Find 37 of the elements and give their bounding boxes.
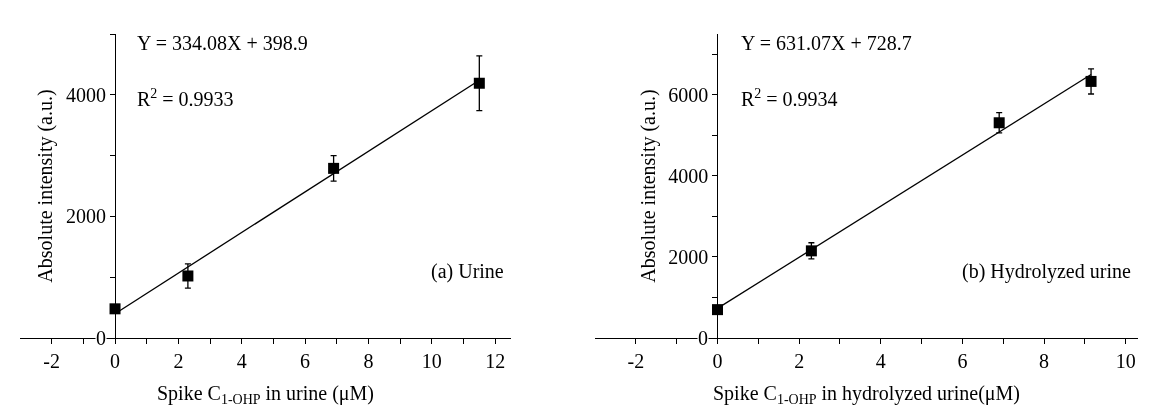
x-tick-label: 8 — [1039, 350, 1050, 373]
x-axis-title: Spike C$_{1-OHP}$ in urine (μM) — [156, 381, 375, 407]
x-tick-label: -2 — [627, 350, 645, 373]
annotation: (a) Urine — [431, 260, 504, 283]
x-tick-label: 0 — [712, 350, 723, 373]
x-tick-label: 10 — [1115, 350, 1136, 373]
x-tick-label: 8 — [363, 350, 374, 373]
x-axis-title: Spike C$_{1-OHP}$ in hydrolyzed urine(μM) — [712, 381, 1021, 407]
annotation: R$^{2}$ = 0.9933 — [137, 86, 234, 111]
point — [993, 117, 1005, 129]
y-axis-title: Absolute intensity (a.u.) — [636, 89, 660, 283]
x-tick-label: 2 — [173, 350, 184, 373]
x-tick-label: -2 — [43, 350, 61, 373]
x-tick-label: 2 — [794, 350, 805, 373]
x-tick-label: 4 — [875, 350, 886, 373]
annotation: Y = 631.07X + 728.7 — [741, 32, 912, 54]
annotation: Y = 334.08X + 398.9 — [137, 32, 308, 54]
annotation: (b) Hydrolyzed urine — [962, 260, 1131, 283]
point — [1085, 75, 1097, 87]
y-tick-label: 0 — [698, 327, 708, 349]
annotation: R$^{2}$ = 0.9934 — [741, 86, 838, 111]
point — [328, 162, 340, 174]
y-tick-label: 6000 — [668, 83, 709, 106]
y-tick-label: 0 — [96, 327, 106, 349]
point — [473, 77, 485, 89]
x-tick-label: 0 — [110, 350, 121, 373]
x-tick-label: 6 — [300, 350, 311, 373]
point — [182, 270, 194, 282]
y-tick-label: 2000 — [65, 205, 106, 228]
x-tick-label: 4 — [236, 350, 247, 373]
y-tick-label: 4000 — [65, 83, 106, 106]
y-axis-title: Absolute intensity (a.u.) — [34, 89, 58, 283]
x-tick-label: 10 — [421, 350, 442, 373]
y-tick-label: 4000 — [668, 164, 709, 187]
x-tick-label: 12 — [485, 350, 506, 373]
x-tick-label: 6 — [957, 350, 968, 373]
y-tick-label: 2000 — [668, 245, 709, 268]
